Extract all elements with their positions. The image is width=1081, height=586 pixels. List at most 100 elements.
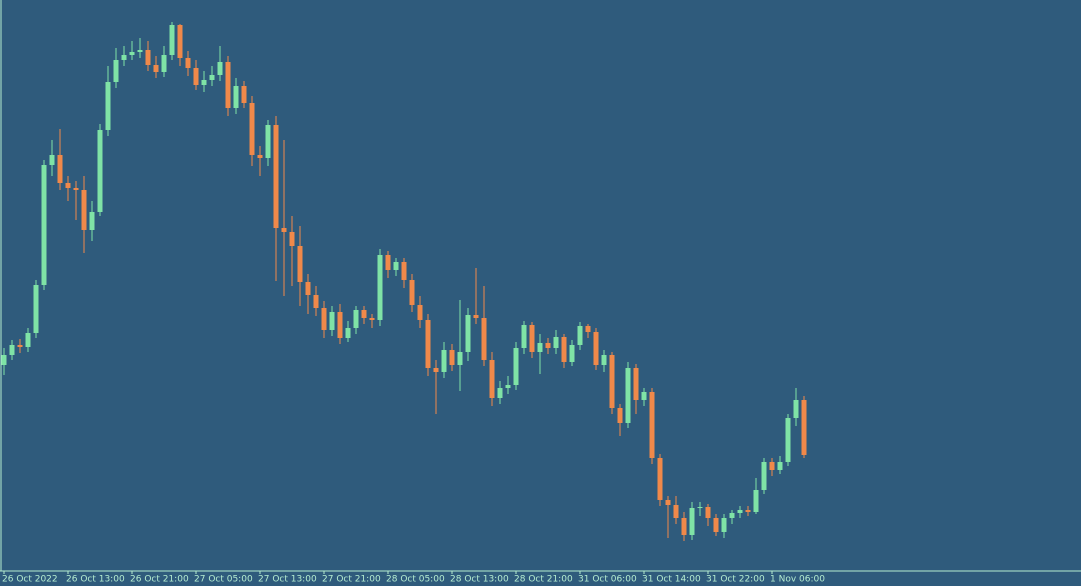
candle-body (497, 388, 503, 398)
candle-body (137, 50, 143, 52)
candle-body (705, 507, 711, 518)
candle-body (409, 280, 415, 305)
candle-body (249, 103, 255, 155)
candle-body (753, 490, 759, 512)
candle-body (257, 155, 263, 158)
candle-body (25, 333, 31, 347)
candle-body (169, 25, 175, 55)
candle-body (313, 295, 319, 308)
candle-body (545, 343, 551, 348)
candle-body (209, 75, 215, 80)
candle-body (521, 325, 527, 348)
candle-body (593, 332, 599, 365)
candle-body (489, 360, 495, 398)
candle-body (801, 400, 807, 455)
x-tick-label: 28 Oct 21:00 (514, 575, 573, 585)
x-tick-label: 27 Oct 13:00 (258, 575, 317, 585)
candle-body (585, 326, 591, 332)
x-tick-label: 28 Oct 13:00 (450, 575, 509, 585)
candle-body (41, 165, 47, 285)
candle-body (529, 325, 535, 352)
candle-body (697, 507, 703, 508)
candle-body (713, 518, 719, 532)
candle-body (289, 232, 295, 246)
candle-body (625, 368, 631, 423)
candle-body (633, 368, 639, 400)
candle-body (769, 462, 775, 470)
x-tick-label: 27 Oct 21:00 (322, 575, 381, 585)
candle-body (65, 183, 71, 188)
candle-body (321, 308, 327, 330)
candle-body (761, 462, 767, 490)
candle-body (1, 355, 7, 365)
candle-body (241, 86, 247, 103)
x-tick-label: 31 Oct 22:00 (706, 575, 765, 585)
candle-body (561, 337, 567, 362)
candle-body (393, 262, 399, 270)
candle-body (73, 188, 79, 190)
candle-body (449, 350, 455, 365)
x-tick-label: 26 Oct 13:00 (66, 575, 125, 585)
candle-body (465, 315, 471, 352)
candle-body (737, 510, 743, 513)
x-tick-label: 31 Oct 06:00 (578, 575, 637, 585)
candle-body (577, 326, 583, 345)
candle-body (233, 86, 239, 108)
candle-body (185, 58, 191, 68)
x-tick-label: 26 Oct 21:00 (130, 575, 189, 585)
candle-body (121, 55, 127, 60)
candle-body (129, 52, 135, 55)
candle-body (345, 328, 351, 338)
candle-body (721, 518, 727, 532)
candle-body (649, 392, 655, 458)
candle-body (617, 408, 623, 423)
candle-body (145, 50, 151, 65)
candle-body (481, 318, 487, 360)
x-tick-label: 28 Oct 05:00 (386, 575, 445, 585)
candle-body (513, 348, 519, 385)
candle-body (601, 355, 607, 365)
candle-body (433, 368, 439, 372)
candle-body (537, 343, 543, 352)
candle-body (97, 130, 103, 212)
candle-body (777, 462, 783, 470)
candle-body (353, 310, 359, 328)
candle-body (225, 62, 231, 108)
candle-body (305, 282, 311, 295)
candle-body (745, 510, 751, 512)
candle-body (641, 392, 647, 400)
candle-body (49, 155, 55, 165)
candle-body (665, 500, 671, 505)
x-tick-label: 1 Nov 06:00 (770, 575, 825, 585)
candle-body (569, 345, 575, 362)
x-tick-label: 31 Oct 14:00 (642, 575, 701, 585)
candle-body (297, 246, 303, 282)
candle-body (385, 255, 391, 270)
candle-body (177, 25, 183, 58)
candle-body (369, 318, 375, 320)
x-tick-label: 27 Oct 05:00 (194, 575, 253, 585)
candle-body (505, 385, 511, 388)
candle-body (457, 352, 463, 365)
candle-body (689, 508, 695, 535)
candle-body (9, 345, 15, 355)
candle-body (113, 60, 119, 82)
candle-body (89, 212, 95, 230)
candle-body (553, 337, 559, 348)
candle-body (201, 80, 207, 85)
candle-body (441, 350, 447, 372)
candle-body (401, 262, 407, 280)
candle-body (153, 65, 159, 72)
candle-body (57, 155, 63, 183)
candle-body (161, 55, 167, 72)
candle-body (417, 305, 423, 320)
candle-body (377, 255, 383, 320)
candle-body (793, 400, 799, 418)
candle-body (681, 518, 687, 535)
candle-body (217, 62, 223, 75)
candle-body (281, 228, 287, 232)
candle-body (673, 505, 679, 518)
candle-body (105, 82, 111, 130)
